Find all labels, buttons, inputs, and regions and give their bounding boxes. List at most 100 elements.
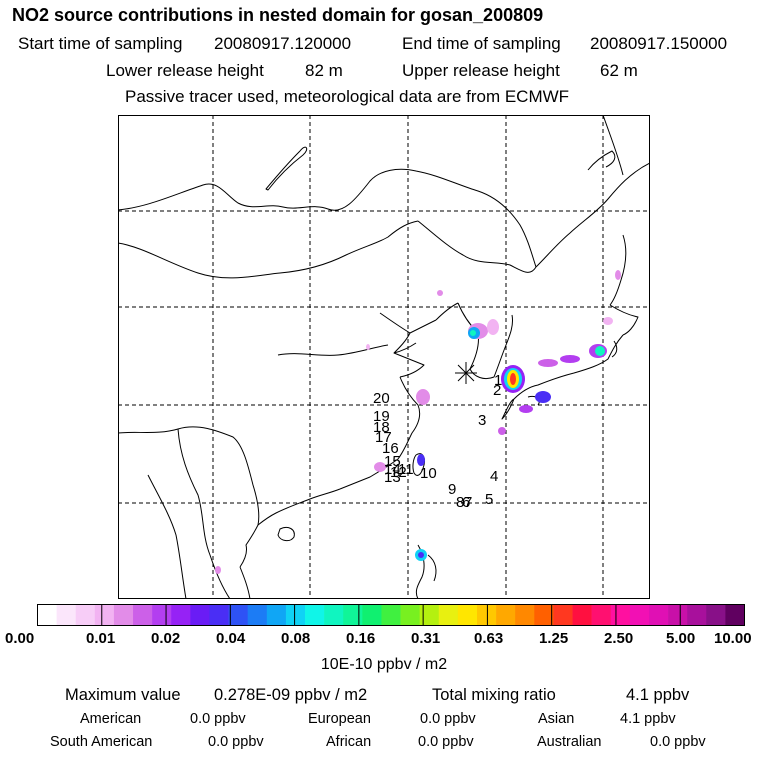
total-mixing-label: Total mixing ratio — [432, 686, 556, 704]
colorbar-cell — [668, 604, 688, 626]
colorbar-cell — [687, 604, 707, 626]
colorbar-cell — [591, 604, 612, 626]
colorbar-tick-7: 0.63 — [474, 630, 504, 647]
colorbar-cell — [247, 604, 268, 626]
colorbar-cell — [266, 604, 287, 626]
map-title: NO2 source contributions in nested domai… — [12, 5, 544, 25]
traj-label-2: 2 — [493, 382, 501, 399]
colorbar-cell — [209, 604, 229, 626]
region-african-value: 0.0 ppbv — [418, 734, 474, 750]
colorbar-cell — [648, 604, 669, 626]
region-south-american-name: South American — [50, 734, 153, 750]
colorbar-cell — [171, 604, 191, 626]
lower-height-value: 82 m — [305, 61, 343, 80]
colorbar-cell — [362, 604, 382, 626]
region-south-american-value: 0.0 ppbv — [208, 734, 264, 750]
colorbar-cell — [476, 604, 497, 626]
colorbar-tick-2: 0.02 — [151, 630, 181, 647]
colorbar-cell — [324, 604, 344, 626]
colorbar-tick-0: 0.00 — [5, 630, 35, 647]
colorbar-cell — [610, 604, 631, 626]
traj-label-5: 5 — [485, 491, 493, 508]
colorbar-cell — [152, 604, 172, 626]
region-asian-value: 4.1 ppbv — [620, 711, 676, 727]
colorbar-cell — [343, 604, 363, 626]
max-value: 0.278E-09 ppbv / m2 — [214, 686, 368, 704]
colorbar-cell — [190, 604, 210, 626]
region-australian-name: Australian — [537, 734, 602, 750]
lat-lon-grid — [118, 115, 650, 599]
start-time-label: Start time of sampling — [18, 34, 183, 53]
colorbar-cell — [553, 604, 573, 626]
colorbar-cell — [534, 604, 554, 626]
region-american-name: American — [80, 711, 142, 727]
colorbar-cell — [419, 604, 440, 626]
end-time-label: End time of sampling — [402, 34, 561, 53]
traj-label-1: 1 — [494, 372, 502, 389]
trajectory-labels: 20 19 18 17 16 15 14 13 12 11 10 9 8 7 6… — [373, 372, 502, 511]
colorbar-cell — [438, 604, 459, 626]
traj-label-16: 16 — [382, 440, 399, 457]
colorbar-cell — [457, 604, 478, 626]
colorbar-tick-3: 0.04 — [216, 630, 246, 647]
traj-label-10: 10 — [420, 465, 437, 482]
colorbar-cell — [133, 604, 153, 626]
traj-label-8: 8 — [456, 494, 464, 511]
traj-label-13: 13 — [384, 469, 401, 486]
region-australian-value: 0.0 ppbv — [650, 734, 706, 750]
colorbar-cell — [228, 604, 248, 626]
colorbar — [37, 604, 745, 626]
colorbar-cell — [285, 604, 306, 626]
colorbar-cell — [496, 604, 516, 626]
colorbar-tick-8: 1.25 — [539, 630, 569, 647]
colorbar-cell — [305, 604, 325, 626]
map-panel: 20 19 18 17 16 15 14 13 12 11 10 9 8 7 6… — [118, 115, 650, 599]
traj-label-4: 4 — [490, 468, 498, 485]
traj-label-11: 11 — [398, 461, 414, 478]
region-american-value: 0.0 ppbv — [190, 711, 246, 727]
colorbar-tick-6: 0.31 — [411, 630, 441, 647]
traj-label-12: 12 — [390, 464, 407, 481]
colorbar-units: 10E-10 ppbv / m2 — [320, 656, 448, 673]
colorbar-tick-11: 10.00 — [714, 630, 752, 647]
traj-label-7: 7 — [464, 494, 472, 511]
colorbar-cell — [629, 604, 650, 626]
traj-label-9: 9 — [448, 481, 456, 498]
colorbar-tick-4: 0.08 — [281, 630, 311, 647]
total-mixing-value: 4.1 ppbv — [626, 686, 690, 704]
start-time-value: 20080917.120000 — [214, 34, 352, 53]
traj-label-18: 18 — [373, 419, 390, 436]
colorbar-tick-9: 2.50 — [604, 630, 634, 647]
colorbar-cell — [400, 604, 420, 626]
colorbar-cell — [515, 604, 535, 626]
concentration-field — [215, 270, 621, 574]
colorbar-cell — [572, 604, 592, 626]
colorbar-tick-5: 0.16 — [346, 630, 376, 647]
region-african-name: African — [326, 734, 372, 750]
region-european-name: European — [308, 711, 371, 727]
end-time-value: 20080917.150000 — [590, 34, 728, 53]
traj-label-6: 6 — [462, 494, 470, 511]
colorbar-cell — [56, 604, 77, 626]
upper-height-label: Upper release height — [402, 61, 560, 80]
colorbar-cell — [75, 604, 96, 626]
traj-label-20: 20 — [373, 390, 390, 407]
colorbar-tick-10: 5.00 — [666, 630, 696, 647]
upper-height-value: 62 m — [600, 61, 638, 80]
region-asian-name: Asian — [538, 711, 575, 727]
region-european-value: 0.0 ppbv — [420, 711, 476, 727]
tracer-note: Passive tracer used, meteorological data… — [125, 87, 570, 106]
colorbar-cell — [381, 604, 401, 626]
colorbar-frame — [37, 604, 745, 626]
colorbar-cell — [37, 604, 57, 626]
colorbar-cell — [725, 604, 745, 626]
colorbar-cell — [706, 604, 726, 626]
colorbar-tick-1: 0.01 — [86, 630, 116, 647]
traj-label-15: 15 — [384, 453, 401, 470]
traj-label-3: 3 — [478, 412, 486, 429]
traj-label-19: 19 — [373, 408, 390, 425]
lower-height-label: Lower release height — [106, 61, 264, 80]
release-site-marker — [455, 362, 477, 384]
colorbar-cell — [113, 604, 134, 626]
max-value-label: Maximum value — [65, 686, 181, 704]
